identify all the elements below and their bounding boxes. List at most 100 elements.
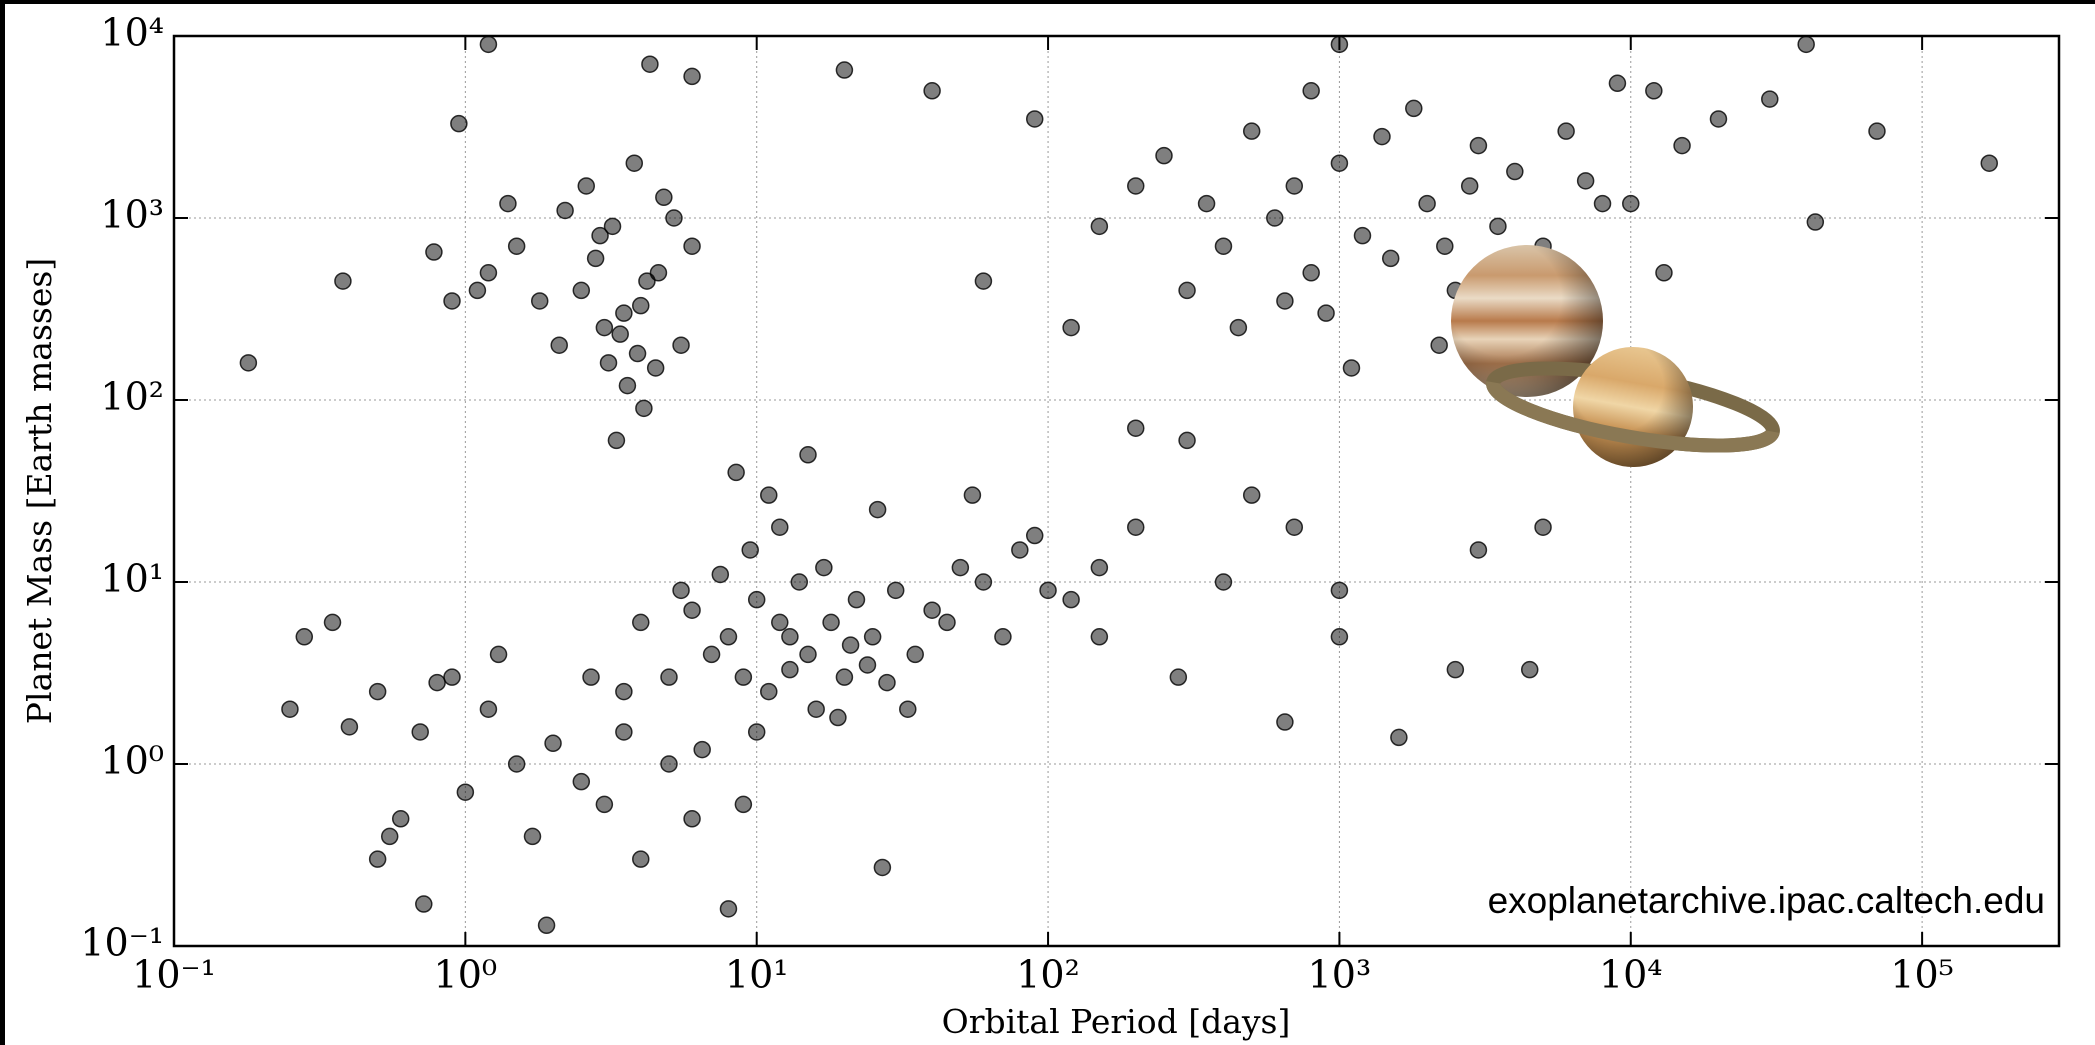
data-point <box>660 668 678 686</box>
data-point <box>599 354 618 372</box>
data-point <box>530 292 549 310</box>
data-point <box>771 613 789 632</box>
x-tick-label: 10⁵ <box>1890 953 1954 997</box>
data-point <box>899 700 917 718</box>
data-point <box>858 656 877 674</box>
data-point <box>1317 304 1335 322</box>
data-point <box>411 723 429 741</box>
data-point <box>1673 136 1691 155</box>
data-point <box>1090 628 1109 646</box>
data-point <box>577 177 596 195</box>
x-tick-label: 10³ <box>1308 953 1372 997</box>
data-point <box>799 446 817 464</box>
data-point <box>1655 264 1673 282</box>
data-point <box>1229 318 1248 337</box>
data-point <box>615 682 633 701</box>
data-point <box>1011 541 1029 559</box>
data-point <box>1645 82 1663 100</box>
data-point <box>938 613 956 632</box>
data-point <box>829 708 847 727</box>
data-point <box>295 628 314 646</box>
x-axis-label: Orbital Period [days] <box>942 1002 1291 1041</box>
planet-illustration <box>1451 245 1780 467</box>
data-point <box>1285 177 1304 195</box>
data-point <box>683 810 701 828</box>
y-tick-label: 10⁴ <box>100 11 164 55</box>
data-point <box>741 541 759 559</box>
data-point <box>479 35 498 54</box>
data-point <box>1576 172 1595 190</box>
data-point <box>1405 99 1423 118</box>
data-point <box>1169 668 1188 686</box>
data-point <box>428 673 446 692</box>
data-point <box>683 237 701 255</box>
data-point <box>1489 217 1507 236</box>
data-point <box>734 795 753 814</box>
data-point <box>906 645 924 664</box>
data-point <box>1330 154 1349 172</box>
data-point <box>951 558 970 577</box>
y-tick-label: 10⁻¹ <box>80 921 164 965</box>
data-point <box>468 281 487 300</box>
data-point <box>323 613 342 632</box>
y-tick-label: 10⁰ <box>100 739 164 783</box>
data-point <box>572 772 591 791</box>
x-tick-label: 10² <box>1016 953 1080 997</box>
data-point <box>771 518 789 536</box>
data-point <box>790 573 809 591</box>
data-point <box>1178 431 1196 450</box>
data-point <box>1178 281 1196 300</box>
data-point <box>841 636 860 654</box>
data-point <box>632 850 650 868</box>
data-point <box>1381 249 1400 268</box>
data-point <box>607 431 626 450</box>
data-point <box>672 581 690 600</box>
data-point <box>611 325 629 343</box>
data-point <box>672 336 690 354</box>
data-point <box>1039 581 1057 600</box>
data-point <box>415 895 433 913</box>
data-point <box>425 243 443 261</box>
data-point <box>479 700 498 718</box>
data-point <box>550 336 568 354</box>
data-point <box>479 264 498 282</box>
data-point <box>368 850 387 868</box>
data-point <box>1868 122 1886 140</box>
data-point <box>615 723 633 741</box>
data-point <box>625 154 644 172</box>
data-point <box>1469 541 1488 559</box>
data-point <box>1127 518 1145 536</box>
x-tick-label: 10⁻¹ <box>132 953 216 997</box>
annotation: exoplanetarchive.ipac.caltech.edu <box>1488 880 2045 921</box>
y-axis-label: Planet Mass [Earth masses] <box>20 258 59 724</box>
data-point <box>603 217 622 236</box>
data-point <box>635 399 653 418</box>
y-tick-label: 10² <box>100 375 164 419</box>
data-point <box>499 194 517 213</box>
data-point <box>1062 590 1080 609</box>
data-point <box>1285 518 1304 536</box>
data-point <box>1534 518 1552 536</box>
data-point <box>649 264 668 282</box>
data-point <box>1342 359 1361 377</box>
data-point <box>747 723 766 741</box>
data-point <box>835 61 854 79</box>
data-point <box>1436 237 1454 255</box>
data-point <box>683 601 701 619</box>
data-point <box>1608 74 1627 93</box>
data-point <box>615 304 633 322</box>
data-point <box>1806 213 1825 231</box>
data-point <box>1025 526 1044 545</box>
data-point <box>537 916 556 935</box>
data-point <box>974 272 993 290</box>
data-point <box>595 318 614 337</box>
data-point <box>835 668 854 686</box>
data-point <box>443 292 461 310</box>
data-point <box>1430 336 1448 354</box>
data-point <box>747 590 766 609</box>
data-point <box>1469 136 1488 155</box>
data-point <box>281 700 299 718</box>
data-point <box>1709 110 1728 128</box>
data-point <box>595 795 614 814</box>
